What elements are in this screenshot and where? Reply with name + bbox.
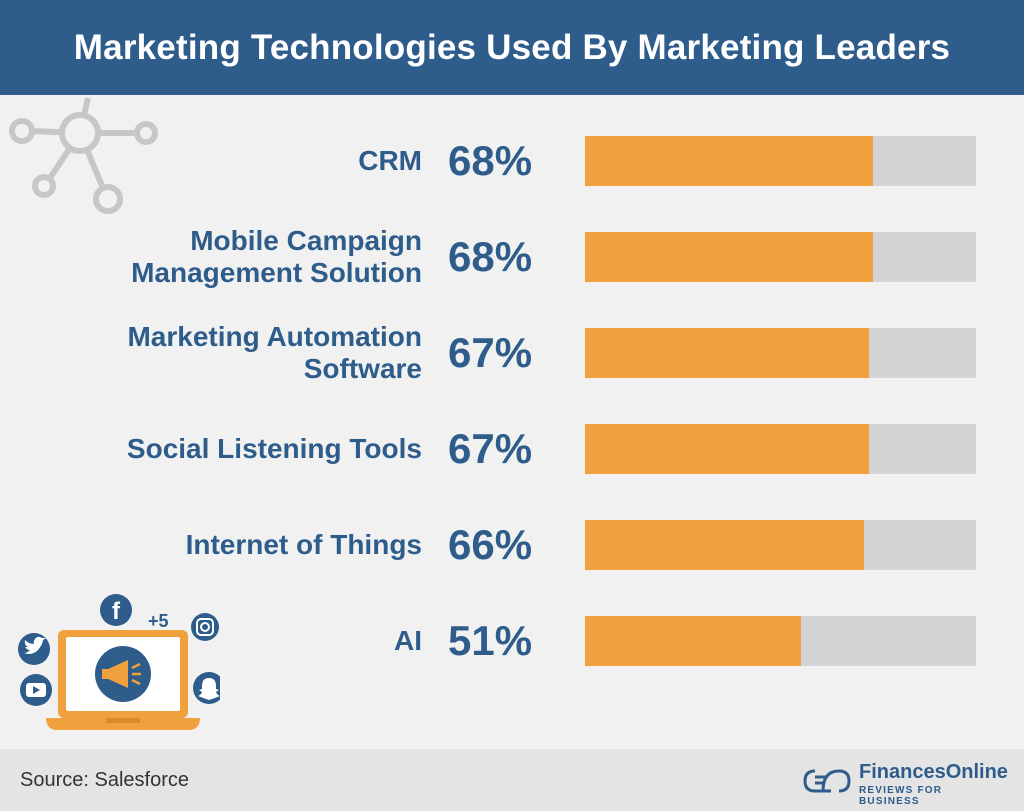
bar-track: [585, 424, 976, 474]
category-label: Marketing Automation Software: [127, 321, 422, 384]
value-label: 51%: [448, 617, 533, 664]
value-label: 67%: [448, 329, 533, 376]
social-count: +5: [148, 611, 169, 631]
bar-row: Mobile Campaign Management Solution 68%: [0, 225, 1024, 288]
bar-track: [585, 232, 976, 282]
laptop-megaphone-icon: f +5: [18, 594, 220, 730]
bar-track: [585, 136, 976, 186]
youtube-icon: [20, 674, 52, 706]
bar: [585, 520, 864, 570]
category-label: CRM: [358, 145, 422, 176]
brand-name: FinancesOnline: [859, 761, 1008, 783]
bar: [585, 424, 869, 474]
bar: [585, 136, 873, 186]
chart-title: Marketing Technologies Used By Marketing…: [73, 27, 951, 67]
footer: Source: Salesforce FinancesOnline REVIEW…: [0, 749, 1024, 811]
brand-tagline: REVIEWS FOR BUSINESS: [859, 785, 943, 807]
snapchat-icon: [193, 672, 220, 704]
source-text: Source: Salesforce: [20, 769, 189, 791]
category-label: AI: [394, 625, 422, 656]
bar: [585, 616, 801, 666]
value-label: 68%: [448, 233, 533, 280]
category-label: Social Listening Tools: [126, 433, 422, 464]
chart-header: Marketing Technologies Used By Marketing…: [0, 0, 1024, 95]
finances-online-logo-icon: [803, 769, 851, 793]
bar-track: [585, 520, 976, 570]
value-label: 67%: [448, 425, 533, 472]
bar-row: Internet of Things 66%: [0, 520, 1024, 570]
svg-text:f: f: [112, 598, 121, 625]
network-icon: [9, 97, 158, 214]
bar-row: AI 51%: [0, 616, 1024, 666]
bar-row: Marketing Automation Software 67%: [0, 321, 1024, 384]
value-label: 66%: [448, 521, 533, 568]
category-label: Internet of Things: [185, 529, 422, 560]
bar: [585, 328, 869, 378]
instagram-icon: [191, 613, 219, 641]
facebook-icon: f: [100, 594, 132, 626]
bar-track: [585, 328, 976, 378]
bar-track: [585, 616, 976, 666]
bar-row: Social Listening Tools 67%: [0, 424, 1024, 474]
bar: [585, 232, 873, 282]
twitter-icon: [18, 633, 50, 665]
bar-row: CRM 68%: [0, 136, 1024, 186]
brand-logo: FinancesOnline REVIEWS FOR BUSINESS: [801, 759, 1008, 807]
category-label: Mobile Campaign Management Solution: [131, 225, 422, 288]
value-label: 68%: [448, 137, 533, 184]
